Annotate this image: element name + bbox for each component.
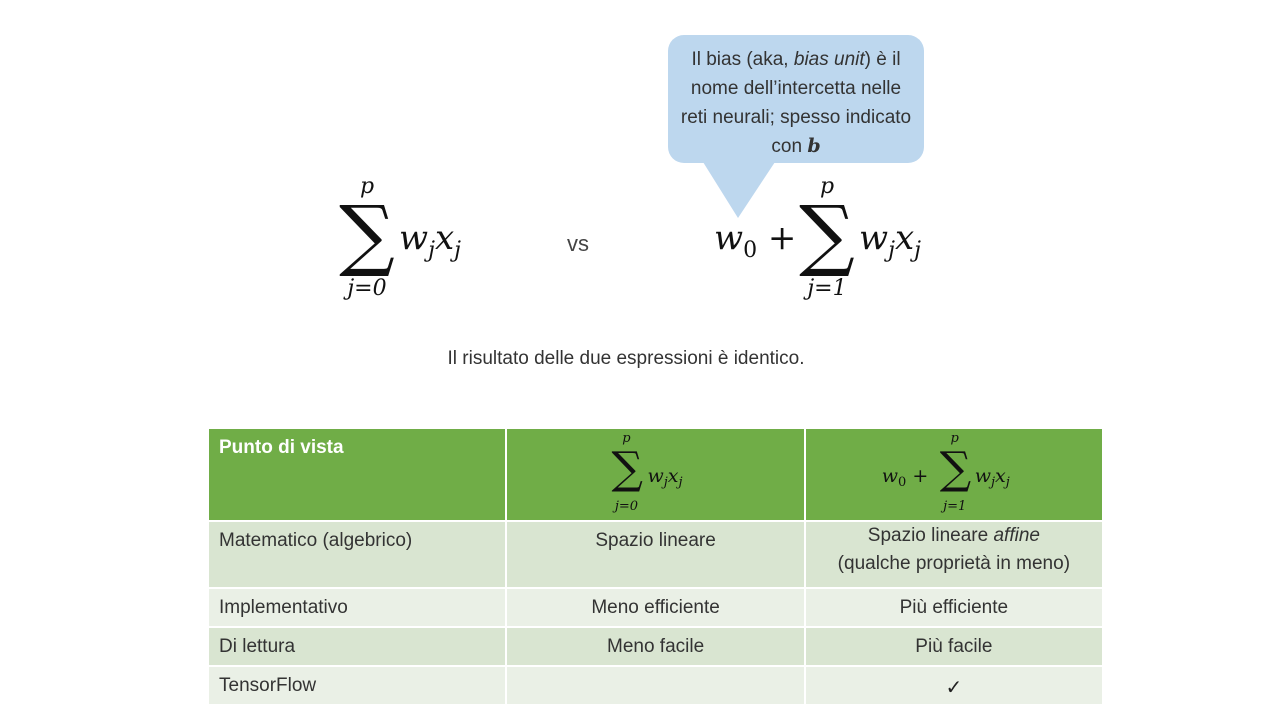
formula-right-term: wjxj (859, 218, 921, 263)
formula-left-term: wjxj (399, 218, 461, 263)
bubble-text-after: ) è il nome dell’intercetta nelle reti n… (680, 49, 912, 157)
header-right-prefix: w0 + (881, 465, 929, 490)
bubble-tail (703, 162, 775, 218)
table-row: Di lettura Meno facile Più facile (206, 626, 1105, 667)
row-value-right: Spazio lineare affine (qualche proprietà… (803, 520, 1105, 589)
bubble-text-before: Il bias (aka, (691, 49, 794, 70)
checkmark-icon: ✓ (803, 665, 1105, 706)
row-value-left (505, 665, 806, 706)
sigma-right-symbol: ∑ (799, 190, 855, 280)
table-header-row: Punto di vista p ∑ j=0 wjxj w0 + p ∑ j=1… (206, 427, 1105, 522)
comparison-table: Punto di vista p ∑ j=0 wjxj w0 + p ∑ j=1… (206, 427, 1105, 706)
row-value-left: Meno efficiente (505, 587, 806, 628)
row-label: Matematico (algebrico) (206, 520, 508, 589)
row-label: TensorFlow (206, 665, 508, 706)
formula-right-prefix: w0 + (714, 218, 797, 263)
row-value-left: Meno facile (505, 626, 806, 667)
bias-callout-bubble: Il bias (aka, bias unit) è il nome dell’… (668, 35, 924, 163)
table-row: TensorFlow ✓ (206, 665, 1105, 706)
sigma-right-lower: j=1 (807, 276, 847, 301)
bubble-text-italic: bias unit (793, 49, 865, 70)
header-formula-left: p ∑ j=0 wjxj (505, 427, 806, 522)
sigma-right-upper: p (819, 174, 835, 199)
result-statement: Il risultato delle due espressioni è ide… (447, 348, 805, 369)
header-right-sigma: p ∑ j=1 (939, 431, 972, 514)
row-value-left: Spazio lineare (505, 520, 806, 589)
header-formula-right: w0 + p ∑ j=1 wjxj (803, 427, 1105, 522)
table-row: Implementativo Meno efficiente Più effic… (206, 587, 1105, 628)
sigma-left-upper: p (359, 174, 375, 199)
row-label: Implementativo (206, 587, 508, 628)
header-viewpoint: Punto di vista (206, 427, 508, 522)
header-left-term: wjxj (647, 465, 683, 490)
row-label: Di lettura (206, 626, 508, 667)
table-row: Matematico (algebrico) Spazio lineare Sp… (206, 520, 1105, 589)
sigma-left-symbol: ∑ (339, 190, 395, 280)
row-value-right: Più facile (803, 626, 1105, 667)
sigma-left-lower: j=0 (347, 276, 387, 301)
sigma-left: p ∑ j=0 (338, 174, 396, 304)
bubble-symbol: b (807, 135, 821, 157)
header-left-sigma: p ∑ j=0 (611, 431, 643, 514)
sigma-right: p ∑ j=1 (798, 174, 856, 304)
vs-label: vs (567, 231, 589, 256)
row-value-right: Più efficiente (803, 587, 1105, 628)
header-right-term: wjxj (974, 465, 1010, 490)
